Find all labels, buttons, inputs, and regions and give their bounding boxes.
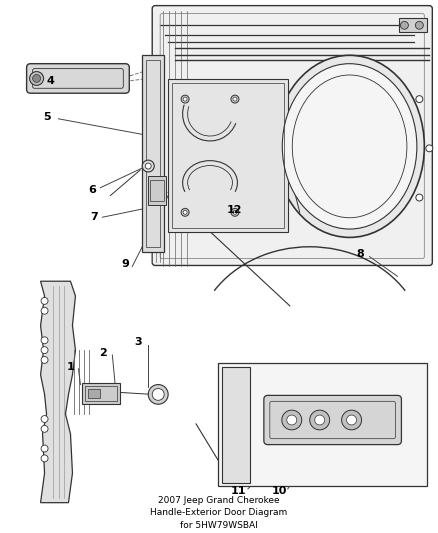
FancyBboxPatch shape <box>152 6 432 265</box>
Text: 12: 12 <box>226 205 242 215</box>
Polygon shape <box>155 9 431 264</box>
Bar <box>222 367 250 483</box>
Bar <box>146 60 160 247</box>
Bar <box>168 79 288 232</box>
Circle shape <box>181 208 189 216</box>
Circle shape <box>183 211 187 214</box>
Circle shape <box>282 410 302 430</box>
Circle shape <box>41 425 48 432</box>
Circle shape <box>183 97 187 101</box>
Bar <box>399 19 427 32</box>
Circle shape <box>32 75 41 83</box>
Circle shape <box>233 97 237 101</box>
Bar <box>172 83 284 228</box>
Circle shape <box>41 346 48 353</box>
Circle shape <box>41 416 48 423</box>
Ellipse shape <box>283 63 417 229</box>
Text: 7: 7 <box>91 212 98 222</box>
Text: 2007 Jeep Grand Cherokee
Handle-Exterior Door Diagram
for 5HW79WSBAI: 2007 Jeep Grand Cherokee Handle-Exterior… <box>150 496 288 529</box>
Circle shape <box>310 410 330 430</box>
Text: 9: 9 <box>121 260 129 270</box>
Circle shape <box>233 211 237 214</box>
Circle shape <box>400 21 408 29</box>
Text: 2: 2 <box>99 348 107 358</box>
Circle shape <box>426 145 433 152</box>
Circle shape <box>41 357 48 364</box>
Circle shape <box>41 337 48 344</box>
Text: 1: 1 <box>67 362 74 372</box>
Circle shape <box>342 410 361 430</box>
FancyBboxPatch shape <box>264 395 401 445</box>
Circle shape <box>145 163 151 169</box>
Text: 6: 6 <box>88 184 96 195</box>
Circle shape <box>41 445 48 452</box>
Text: 11: 11 <box>231 486 247 496</box>
Bar <box>148 176 166 205</box>
Circle shape <box>181 95 189 103</box>
Bar <box>82 383 120 404</box>
Circle shape <box>41 308 48 314</box>
Text: 5: 5 <box>43 112 50 122</box>
Ellipse shape <box>275 55 424 237</box>
Circle shape <box>415 21 424 29</box>
Bar <box>88 389 100 398</box>
Circle shape <box>148 385 168 404</box>
Text: 10: 10 <box>272 486 287 496</box>
Circle shape <box>231 208 239 216</box>
Text: 8: 8 <box>357 249 364 259</box>
Circle shape <box>346 415 357 425</box>
FancyBboxPatch shape <box>27 63 129 93</box>
Circle shape <box>416 96 423 102</box>
Bar <box>142 55 164 252</box>
Circle shape <box>41 297 48 304</box>
Circle shape <box>314 415 325 425</box>
Circle shape <box>142 160 154 172</box>
Circle shape <box>231 95 239 103</box>
Circle shape <box>152 389 164 400</box>
Bar <box>85 385 117 401</box>
Circle shape <box>41 455 48 462</box>
Polygon shape <box>41 281 75 503</box>
Circle shape <box>30 71 43 85</box>
Bar <box>150 180 164 201</box>
Bar <box>218 363 427 486</box>
Circle shape <box>287 415 297 425</box>
Text: 3: 3 <box>134 337 142 347</box>
Circle shape <box>416 194 423 201</box>
Text: 4: 4 <box>46 76 54 86</box>
